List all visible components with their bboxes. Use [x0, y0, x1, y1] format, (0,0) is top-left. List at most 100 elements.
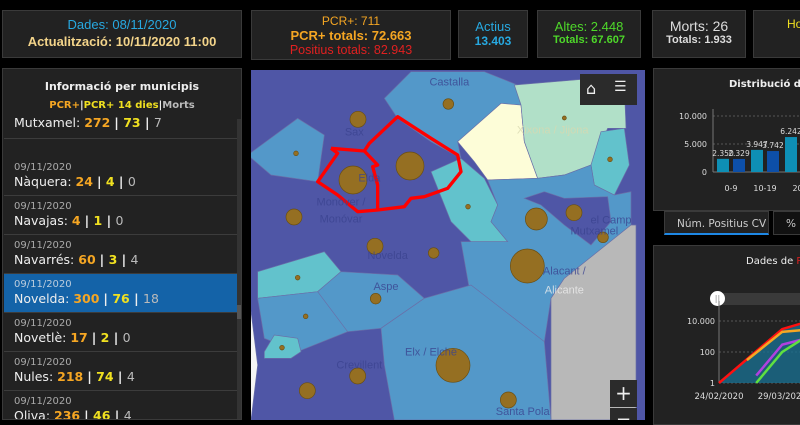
item-pcr: 218 [57, 369, 84, 384]
list-item[interactable]: 09/11/2020 Navajas: 4 | 1 | 0 [4, 196, 237, 235]
home-icon[interactable]: ⌂ [586, 79, 597, 98]
scrollbar-thumb[interactable] [237, 305, 241, 319]
item-date: 09/11/2020 [14, 318, 72, 329]
item-date: 09/11/2020 [14, 279, 72, 290]
morts-card: Morts: 26 Totals: 1.933 [652, 10, 746, 58]
bar [785, 137, 797, 172]
map-label: Monóvar [320, 213, 363, 225]
map-label: Monòver / [317, 197, 367, 209]
timeline-title-text: Dades de [746, 256, 794, 267]
time-slider-handle[interactable]: || [710, 291, 725, 306]
map-canvas[interactable]: Castalla Sax Xixona / Jijona Elda Monòve… [251, 70, 645, 420]
zoom-in-button[interactable]: + [610, 380, 637, 407]
item-values: Novetlè: 17 | 2 | 0 [14, 330, 131, 345]
x-tick-label: 20- [792, 184, 800, 193]
list-icon[interactable]: ☰ [614, 79, 627, 95]
altes-card: Altes: 2.448 Totals: 67.607 [537, 10, 641, 58]
item-name: Nàquera: [14, 174, 76, 189]
list-item[interactable]: 09/11/2020 Novelda: 300 | 76 | 18 [4, 274, 237, 313]
x-tick-label: 0-9 [724, 184, 737, 193]
item-pcr: 236 [54, 408, 81, 420]
map-label: Alacant / [543, 265, 587, 277]
bar-data-label: 2.350 [712, 149, 734, 158]
item-pcr: 60 [78, 252, 96, 267]
map[interactable]: Castalla Sax Xixona / Jijona Elda Monòve… [251, 70, 645, 420]
item-values: Nules: 218 | 74 | 4 [14, 369, 135, 384]
x-tick-label: 10-19 [753, 184, 776, 193]
item-morts: 0 [115, 213, 124, 228]
map-label: Novelda [367, 250, 408, 262]
map-label: Xixona / Jijona [517, 124, 589, 136]
region-west[interactable] [251, 117, 325, 183]
x-tick-label: 29/03/2020 [758, 392, 800, 402]
dates-card: Dades: 08/11/2020 Actualització: 10/11/2… [2, 10, 242, 58]
item-morts: 4 [123, 408, 132, 420]
hosp-card: Ho [753, 10, 800, 58]
item-pcr14: 4 [105, 174, 115, 189]
bar-data-label: 3.742 [762, 141, 784, 150]
zoom-out-button[interactable]: − [610, 408, 637, 420]
y-tick-label: 10.000 [687, 317, 715, 326]
actius-card: Actius 13.403 [458, 10, 528, 58]
item-name: Navarrés: [14, 252, 79, 267]
series-line [755, 339, 800, 384]
item-morts: 18 [143, 291, 159, 306]
region-elche[interactable] [380, 284, 552, 420]
y-tick-label: 0 [702, 168, 707, 177]
y-tick-label: 10.000 [679, 112, 707, 121]
map-label: Elda [358, 173, 381, 185]
tab-percent[interactable]: % F [773, 211, 800, 235]
item-pcr: 300 [73, 291, 100, 306]
map-label: el Camp [591, 214, 632, 226]
bar [767, 151, 779, 172]
list-item[interactable]: 09/11/2020 Nules: 218 | 74 | 4 [4, 352, 237, 391]
pcr-card: PCR+: 711 PCR+ totals: 72.663 Positius t… [251, 10, 451, 60]
distribution-panel: Distribució de 10.000 5.000 0 2.350 2.329 0-9… [653, 68, 800, 211]
bar-data-label: 6.242 [780, 127, 800, 136]
actius-value: 13.403 [474, 34, 512, 48]
region-white [251, 311, 259, 420]
bar [717, 158, 729, 172]
tab-num-positius[interactable]: Núm. Positius CV [664, 211, 769, 235]
list-item[interactable]: Mutxamel: 272 | 73 | 7 [4, 107, 237, 139]
item-values: Navarrés: 60 | 3 | 4 [14, 252, 139, 267]
map-label: Elx / Elche [405, 347, 457, 359]
bar [733, 158, 745, 172]
legend-morts: Morts [162, 100, 195, 111]
hosp-label: Ho [787, 17, 800, 31]
item-morts: 4 [130, 252, 139, 267]
item-name: Nules: [14, 369, 58, 384]
item-pcr: 17 [70, 330, 88, 345]
bar-data-label: 3.947 [746, 140, 768, 149]
map-label: Castalla [429, 77, 470, 89]
item-date: 09/11/2020 [14, 240, 72, 251]
scrollbar-track[interactable] [237, 119, 241, 419]
y-tick-label: 5.000 [684, 140, 707, 149]
time-slider-track[interactable] [719, 293, 800, 305]
item-pcr: 4 [71, 213, 81, 228]
altes-totals: Totals: 67.607 [553, 34, 625, 46]
list-item[interactable]: 09/11/2020 Oliva: 236 | 46 | 4 [4, 391, 237, 420]
list-item[interactable]: 09/11/2020 Navarrés: 60 | 3 | 4 [4, 235, 237, 274]
distribution-title: Distribució de [729, 79, 800, 90]
item-name: Mutxamel: [14, 115, 85, 130]
list-item[interactable]: 09/11/2020 Novetlè: 17 | 2 | 0 [4, 313, 237, 352]
item-pcr14: 74 [96, 369, 114, 384]
bars-area [719, 323, 800, 383]
map-label: Sax [345, 127, 364, 139]
item-name: Novetlè: [14, 330, 71, 345]
item-values: Oliva: 236 | 46 | 4 [14, 408, 237, 420]
morts-value: Morts: 26 [669, 18, 729, 34]
list-item[interactable]: 09/11/2020 Nàquera: 24 | 4 | 0 [4, 157, 237, 196]
y-tick-label: 100 [700, 348, 715, 357]
map-label: Aspe [373, 281, 398, 293]
item-pcr14: 1 [93, 213, 103, 228]
case-bubbles [279, 98, 613, 409]
map-label: Crevillent [336, 359, 382, 371]
item-date: 09/11/2020 [14, 357, 72, 368]
map-label: Santa Pola [496, 406, 551, 418]
update-date: Actualització: 10/11/2020 11:00 [27, 34, 217, 49]
timeline-title: Dades de P [746, 256, 800, 267]
item-pcr: 24 [75, 174, 93, 189]
region-sea [550, 224, 637, 420]
